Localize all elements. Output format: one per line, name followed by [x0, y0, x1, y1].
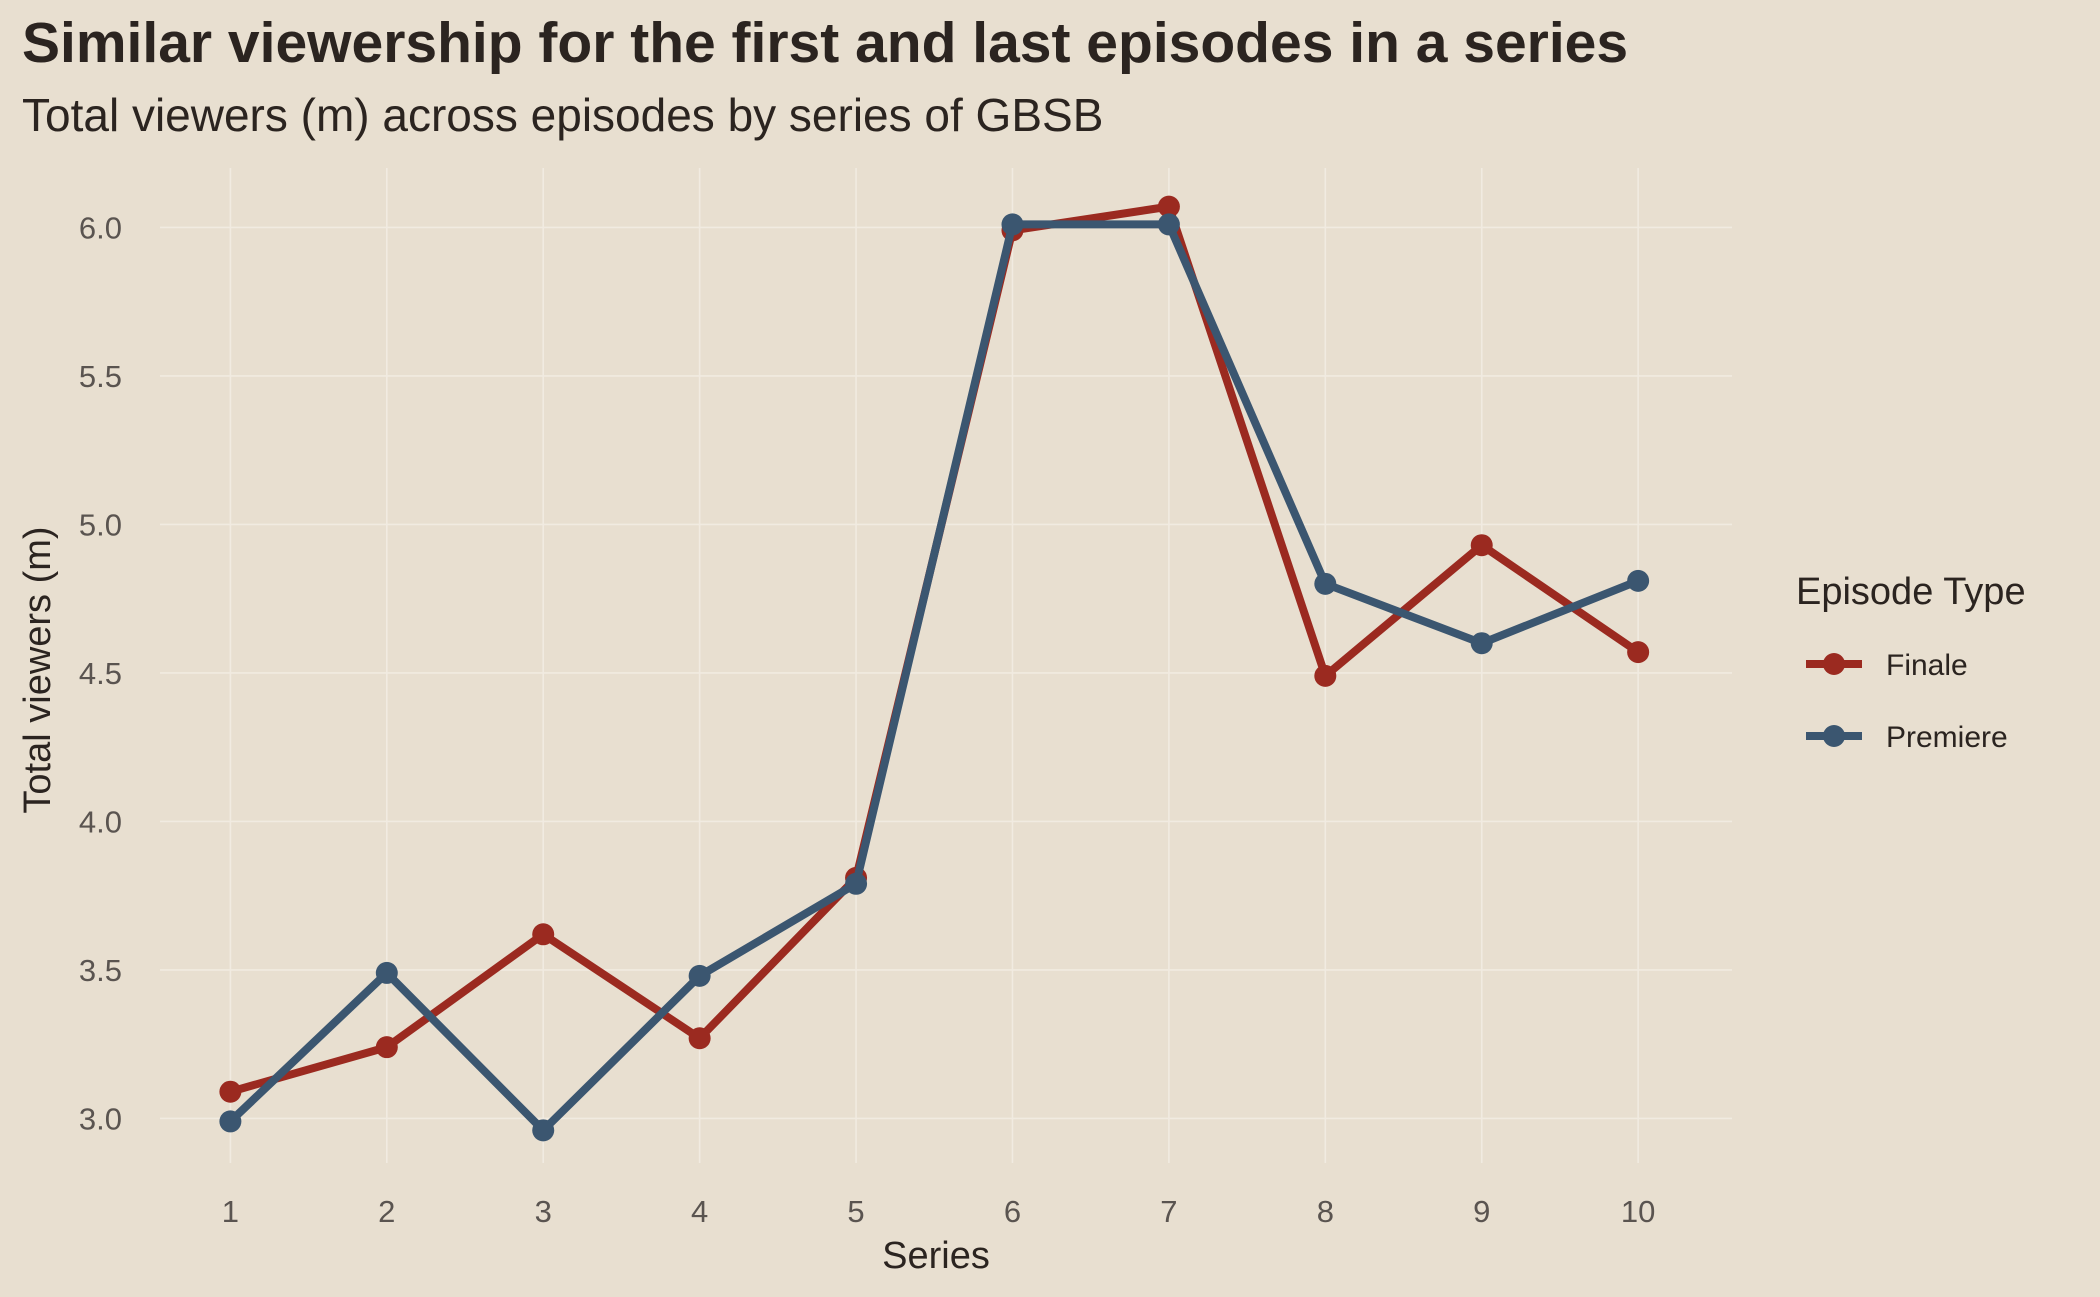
data-point-finale [1470, 534, 1493, 557]
data-point-premiere [1627, 569, 1650, 592]
data-point-premiere [1001, 213, 1024, 236]
legend-label-premiere: Premiere [1886, 721, 2008, 754]
data-point-finale [688, 1027, 711, 1050]
series-line-finale [226, 202, 1643, 1096]
legend-title: Episode Type [1796, 571, 2026, 613]
data-point-finale [1314, 664, 1337, 687]
gridlines [160, 168, 1732, 1163]
y-tick-label: 4.5 [79, 656, 122, 691]
data-point-finale [532, 923, 555, 946]
data-point-premiere [845, 872, 868, 895]
x-tick-label: 9 [1473, 1194, 1490, 1229]
data-point-finale [1157, 195, 1180, 218]
x-tick-label: 8 [1317, 1194, 1334, 1229]
legend-marker-finale [1823, 653, 1845, 675]
series-lines [219, 195, 1650, 1142]
data-point-finale [219, 1080, 242, 1103]
data-point-premiere [219, 1110, 242, 1133]
data-point-finale [375, 1036, 398, 1059]
data-point-finale [1627, 641, 1650, 664]
x-tick-label: 5 [847, 1194, 864, 1229]
series-line-premiere [226, 220, 1643, 1135]
data-point-premiere [532, 1119, 555, 1142]
x-axis-title: Series [882, 1235, 990, 1277]
x-tick-label: 7 [1160, 1194, 1177, 1229]
x-axis-ticks: 1 2 3 4 5 6 7 8 9 10 [222, 1194, 1656, 1229]
y-axis-title: Total viewers (m) [17, 526, 59, 813]
legend-label-finale: Finale [1886, 649, 1968, 682]
legend-marker-premiere [1823, 725, 1845, 747]
data-point-premiere [688, 964, 711, 987]
legend: Episode Type Finale Premiere [1796, 571, 2026, 754]
x-tick-label: 3 [535, 1194, 552, 1229]
x-tick-label: 6 [1004, 1194, 1021, 1229]
y-tick-label: 4.0 [79, 804, 122, 839]
data-point-premiere [375, 961, 398, 984]
data-point-premiere [1314, 572, 1337, 595]
y-tick-label: 5.5 [79, 359, 122, 394]
chart-title: Similar viewership for the first and las… [22, 11, 1629, 75]
y-tick-label: 5.0 [79, 507, 122, 542]
data-point-premiere [1470, 632, 1493, 655]
x-tick-label: 4 [691, 1194, 708, 1229]
x-tick-label: 2 [378, 1194, 395, 1229]
y-tick-label: 3.0 [79, 1101, 122, 1136]
data-point-premiere [1157, 213, 1180, 236]
y-axis-ticks: 3.0 3.5 4.0 4.5 5.0 5.5 6.0 [79, 210, 122, 1136]
x-tick-label: 10 [1621, 1194, 1655, 1229]
x-tick-label: 1 [222, 1194, 239, 1229]
y-tick-label: 6.0 [79, 210, 122, 245]
y-tick-label: 3.5 [79, 953, 122, 988]
chart-subtitle: Total viewers (m) across episodes by ser… [22, 89, 1104, 141]
